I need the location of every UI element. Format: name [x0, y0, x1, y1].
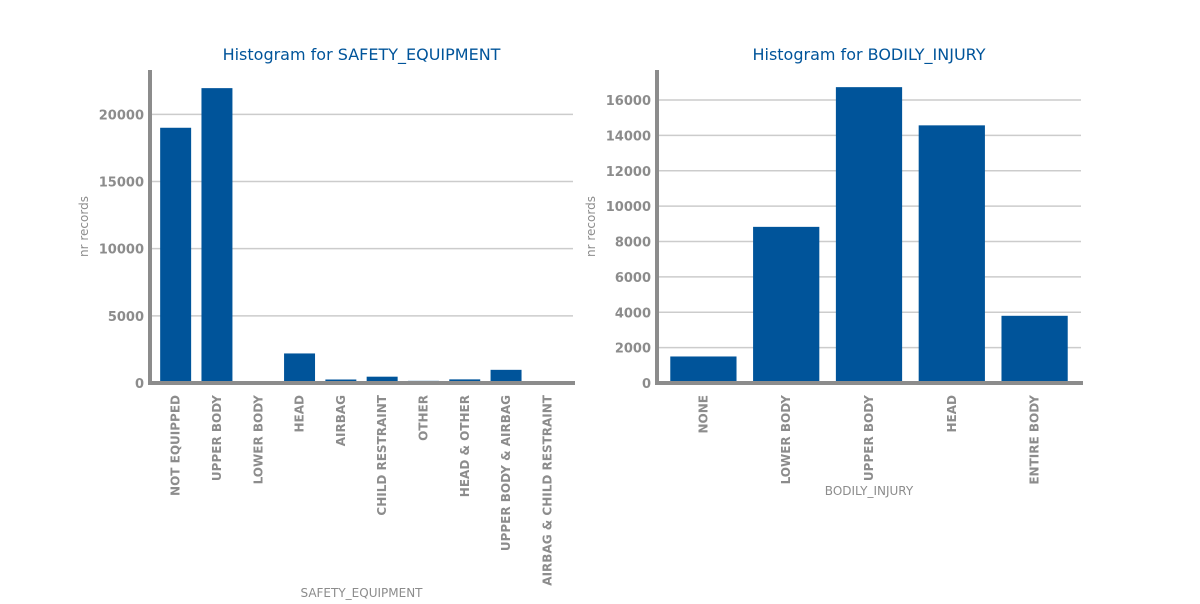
x-tick-label: CHILD RESTRAINT	[375, 394, 389, 515]
y-tick-label: 4000	[615, 306, 651, 321]
bar	[753, 227, 819, 383]
x-tick-label: NOT EQUIPPED	[169, 395, 183, 496]
x-tick-label: LOWER BODY	[251, 395, 265, 485]
y-tick-label: 6000	[615, 271, 651, 286]
bar	[836, 87, 902, 383]
x-tick-label: HEAD	[293, 395, 307, 433]
y-tick-label: 14000	[606, 129, 651, 144]
bar	[284, 353, 315, 383]
x-axis-label: SAFETY_EQUIPMENT	[300, 586, 423, 600]
y-tick-label: 10000	[606, 200, 651, 215]
y-tick-label: 20000	[99, 108, 144, 123]
chart-title: Histogram for BODILY_INJURY	[752, 45, 985, 65]
x-tick-label: UPPER BODY	[862, 395, 876, 481]
bar	[670, 356, 736, 383]
y-tick-label: 2000	[615, 342, 651, 357]
x-tick-label: OTHER	[416, 395, 430, 441]
x-tick-label: AIRBAG	[334, 395, 348, 446]
chart-2: Histogram for BODILY_INJURY 0 2000 4000 6000…	[584, 45, 1083, 498]
x-tick-label: UPPER BODY & AIRBAG	[499, 395, 513, 551]
x-tick-label: ENTIRE BODY	[1028, 395, 1042, 485]
x-tick-label: AIRBAG & CHILD RESTRAINT	[540, 394, 554, 585]
y-tick-label: 15000	[99, 175, 144, 190]
y-tick-label: 8000	[615, 236, 651, 251]
y-axis-label: nr records	[77, 196, 91, 257]
bar	[1001, 316, 1067, 383]
y-tick-label: 16000	[606, 94, 651, 109]
y-axis-label: nr records	[584, 196, 598, 257]
chart-1: Histogram for SAFETY_EQUIPMENT 0 5000 10000…	[77, 45, 575, 600]
y-tick-label: 10000	[99, 243, 144, 258]
y-tick-label: 0	[642, 377, 651, 392]
x-axis-label: BODILY_INJURY	[825, 484, 914, 498]
y-tick-label: 12000	[606, 165, 651, 180]
x-tick-label: HEAD	[945, 395, 959, 433]
bar	[201, 88, 232, 383]
chart-title: Histogram for SAFETY_EQUIPMENT	[223, 45, 501, 65]
x-tick-label: LOWER BODY	[779, 395, 793, 485]
y-tick-label: 5000	[108, 310, 144, 325]
y-tick-label: 0	[135, 377, 144, 392]
x-tick-label: UPPER BODY	[210, 395, 224, 481]
bar	[160, 128, 191, 383]
bar	[919, 125, 985, 383]
x-tick-label: HEAD & OTHER	[458, 395, 472, 497]
x-tick-label: NONE	[696, 395, 710, 433]
